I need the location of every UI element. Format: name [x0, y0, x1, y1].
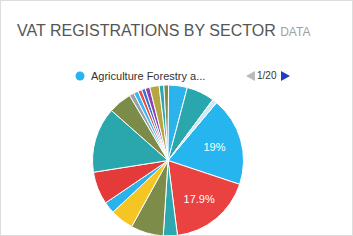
svg-text:17.9%: 17.9% — [184, 193, 215, 205]
svg-text:Agriculture Forestry a...: Agriculture Forestry a... — [91, 70, 205, 82]
svg-text:VAT REGISTRATIONS BY SECTOR DA: VAT REGISTRATIONS BY SECTOR DATA — [17, 22, 310, 39]
svg-text:19%: 19% — [203, 141, 225, 153]
svg-text:1/20: 1/20 — [257, 70, 277, 81]
